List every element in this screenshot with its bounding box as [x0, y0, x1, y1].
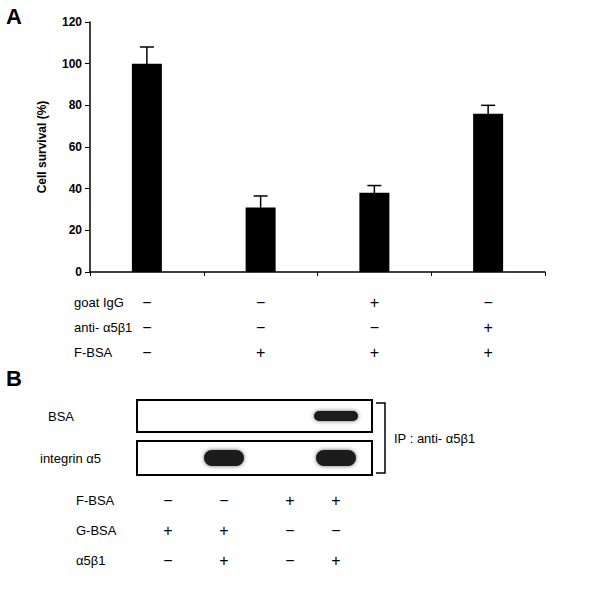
- svg-text:−: −: [483, 294, 492, 311]
- svg-text:+: +: [331, 492, 340, 509]
- svg-text:−: −: [370, 319, 379, 336]
- svg-text:−: −: [219, 492, 228, 509]
- svg-text:F-BSA: F-BSA: [74, 345, 113, 360]
- svg-text:+: +: [219, 522, 228, 539]
- svg-text:A: A: [6, 4, 22, 29]
- svg-text:20: 20: [69, 223, 83, 237]
- svg-text:α5β1: α5β1: [76, 553, 105, 568]
- svg-text:−: −: [256, 319, 265, 336]
- svg-text:IP : anti- α5β1: IP : anti- α5β1: [394, 431, 475, 446]
- svg-text:+: +: [219, 552, 228, 569]
- svg-text:−: −: [256, 294, 265, 311]
- svg-text:60: 60: [69, 140, 83, 154]
- svg-text:100: 100: [62, 57, 82, 71]
- svg-text:anti- α5β1: anti- α5β1: [74, 320, 132, 335]
- svg-text:integrin α5: integrin α5: [40, 451, 101, 466]
- svg-text:−: −: [142, 344, 151, 361]
- svg-text:+: +: [163, 522, 172, 539]
- svg-text:80: 80: [69, 98, 83, 112]
- svg-text:40: 40: [69, 182, 83, 196]
- svg-text:G-BSA: G-BSA: [76, 523, 117, 538]
- svg-text:0: 0: [75, 265, 82, 279]
- svg-text:Cell survival (%): Cell survival (%): [35, 101, 49, 194]
- svg-text:+: +: [331, 552, 340, 569]
- svg-text:+: +: [483, 344, 492, 361]
- svg-text:B: B: [6, 366, 22, 391]
- svg-text:F-BSA: F-BSA: [76, 493, 115, 508]
- svg-text:+: +: [285, 492, 294, 509]
- svg-text:−: −: [163, 552, 172, 569]
- svg-text:120: 120: [62, 15, 82, 29]
- svg-text:BSA: BSA: [48, 409, 74, 424]
- svg-text:−: −: [285, 552, 294, 569]
- svg-text:+: +: [370, 344, 379, 361]
- svg-text:+: +: [256, 344, 265, 361]
- svg-text:+: +: [370, 294, 379, 311]
- svg-text:−: −: [142, 294, 151, 311]
- svg-text:−: −: [142, 319, 151, 336]
- svg-text:−: −: [285, 522, 294, 539]
- svg-text:goat IgG: goat IgG: [74, 295, 124, 310]
- svg-text:+: +: [483, 319, 492, 336]
- svg-text:−: −: [163, 492, 172, 509]
- svg-text:−: −: [331, 522, 340, 539]
